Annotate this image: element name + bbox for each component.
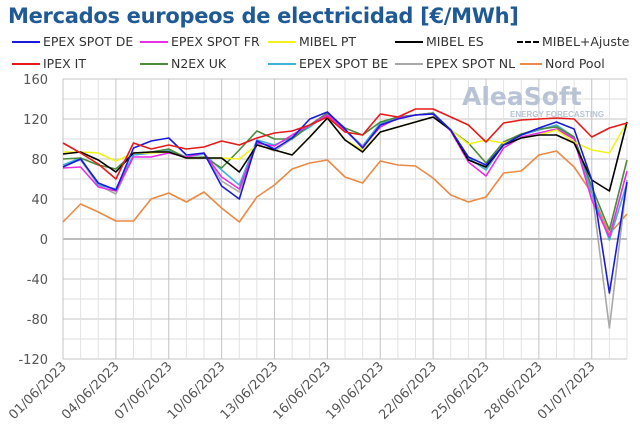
y-tick-label: -120 [18,353,48,368]
legend-swatch [12,40,40,43]
aleasoft-logo: AleaSoft ENERGY FORECASTING [462,82,604,119]
legend-swatch [12,62,40,65]
legend-item-mibel-pt: MIBEL PT [268,34,356,49]
series-line-nord-pool [62,150,628,235]
legend-label: IPEX IT [43,56,86,71]
series-line-epex-spot-de [62,111,628,294]
legend-item-mibel-ajuste: MIBEL+Ajuste [517,34,629,49]
legend-label: N2EX UK [171,56,227,71]
series-line-ipex-it [62,108,628,180]
legend-item-epex-spot-be: EPEX SPOT BE [268,56,388,71]
chart-title: Mercados europeos de electricidad [€/MWh… [8,4,519,28]
legend-swatch [520,62,542,65]
legend-item-ipex-it: IPEX IT [12,56,86,71]
y-tick-label: 40 [31,193,48,208]
legend-item-nord-pool: Nord Pool [520,56,605,71]
logo-brand: AleaSoft [462,82,582,111]
legend-swatch [395,40,423,43]
legend-swatch [517,40,539,43]
legend-label: MIBEL ES [426,34,484,49]
legend-label: MIBEL PT [299,34,357,49]
legend-swatch [140,40,168,43]
legend-label: EPEX SPOT FR [171,34,260,49]
legend-swatch [140,62,168,65]
legend-label: EPEX SPOT NL [426,56,516,71]
legend-item-epex-spot-fr: EPEX SPOT FR [140,34,260,49]
legend-swatch [268,40,296,43]
legend-item-n2ex-uk: N2EX UK [140,56,226,71]
legend-item-epex-spot-de: EPEX SPOT DE [12,34,133,49]
legend-item-epex-spot-nl: EPEX SPOT NL [395,56,515,71]
legend-swatch [268,62,296,65]
legend-swatch [395,62,423,65]
y-tick-label: 120 [23,113,48,128]
logo-tagline: ENERGY FORECASTING [510,110,605,119]
legend-label: MIBEL+Ajuste [542,34,630,49]
y-tick-label: 160 [23,73,48,88]
y-tick-label: -80 [27,313,48,328]
legend-item-mibel-es: MIBEL ES [395,34,484,49]
series-line-mibel-es [62,116,628,192]
legend-label: EPEX SPOT DE [43,34,134,49]
legend-label: Nord Pool [545,56,605,71]
y-tick-label: -40 [27,273,48,288]
y-tick-label: 0 [40,233,48,248]
y-tick-label: 80 [31,153,48,168]
legend-label: EPEX SPOT BE [299,56,389,71]
